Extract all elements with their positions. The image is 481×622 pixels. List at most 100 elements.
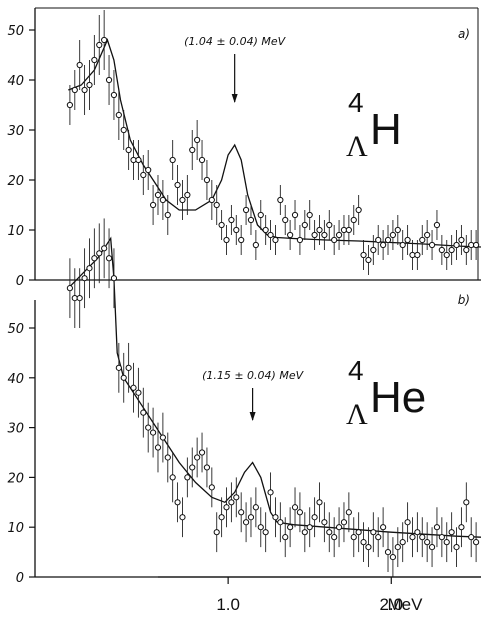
y-tick-label: 20 — [7, 471, 24, 486]
data-point — [179, 196, 186, 204]
data-point — [101, 36, 108, 44]
data-point — [321, 519, 328, 526]
data-point — [287, 524, 294, 531]
data-point — [252, 241, 259, 249]
data-point — [404, 236, 411, 244]
data-point — [399, 539, 406, 546]
data-point — [154, 191, 162, 199]
data-point — [419, 534, 426, 541]
data-point — [86, 265, 93, 272]
data-point — [218, 221, 225, 229]
data-point — [311, 514, 318, 521]
data-point — [91, 56, 98, 64]
data-point — [355, 529, 362, 536]
data-point — [350, 534, 357, 541]
data-point — [164, 211, 171, 219]
data-point — [296, 509, 304, 516]
energy-tick-label: 1.0 — [216, 595, 240, 614]
data-point — [331, 236, 338, 244]
data-point — [424, 539, 431, 546]
data-point — [145, 166, 152, 174]
data-point — [213, 201, 220, 209]
data-point — [203, 176, 211, 184]
data-point — [306, 524, 313, 531]
data-point — [208, 196, 215, 204]
data-point — [340, 519, 348, 526]
data-point — [218, 514, 225, 521]
data-point — [458, 524, 465, 531]
data-point — [213, 529, 220, 536]
data-point — [247, 514, 255, 521]
data-point — [154, 444, 162, 451]
data-point — [125, 146, 132, 154]
data-point — [380, 241, 387, 249]
data-point — [233, 494, 240, 501]
data-point — [365, 544, 372, 551]
panel-a: 0 10 20 30 40 50 (1.04 ± 0.04) MeV a) 4 Λ H — [7, 7, 481, 289]
data-point — [277, 196, 284, 204]
peak-arrow-head — [231, 94, 238, 103]
data-point — [96, 250, 103, 257]
data-point — [252, 504, 259, 511]
data-point — [159, 434, 166, 441]
data-point — [257, 211, 264, 219]
data-point — [306, 211, 313, 219]
data-point — [223, 504, 230, 511]
data-point — [277, 519, 284, 526]
data-point — [414, 251, 421, 259]
data-point — [394, 544, 401, 551]
data-point — [184, 191, 191, 199]
data-point — [81, 275, 88, 282]
data-point — [326, 529, 333, 536]
data-point — [394, 226, 401, 234]
y-tick-label: 10 — [7, 521, 24, 536]
nucleus-hyperon-subscript: Λ — [346, 130, 368, 163]
data-point — [380, 524, 387, 531]
panel-b: 0 10 20 30 40 50 (1.15 ± 0.04) MeV b) 4 Λ He — [7, 218, 481, 586]
data-point — [120, 374, 127, 381]
data-point — [71, 86, 78, 94]
y-tick-label: 50 — [7, 24, 24, 39]
data-point — [135, 389, 142, 396]
data-point — [428, 544, 436, 551]
data-point — [120, 126, 127, 134]
energy-tick-label: 2.0 — [379, 595, 403, 614]
y-tick-label: 20 — [7, 174, 24, 189]
data-point — [267, 489, 274, 496]
data-point — [159, 196, 166, 204]
data-point — [448, 246, 455, 254]
y-tick-label: 10 — [7, 224, 24, 239]
data-point — [169, 156, 176, 164]
y-tick-label: 50 — [7, 322, 24, 337]
data-point — [110, 91, 118, 99]
data-point — [360, 251, 367, 259]
data-point — [125, 364, 132, 371]
data-point — [233, 226, 240, 234]
data-point — [335, 231, 343, 239]
data-point — [463, 499, 470, 506]
data-point — [316, 499, 323, 506]
data-point — [311, 231, 318, 239]
data-point — [115, 364, 122, 371]
energy-unit-label: MeV — [388, 595, 424, 614]
data-point — [433, 221, 441, 229]
data-point — [282, 534, 289, 541]
data-point — [282, 216, 289, 224]
nucleus-symbol: H — [370, 105, 402, 154]
data-point — [291, 504, 299, 511]
data-point — [149, 201, 157, 209]
data-point — [443, 251, 450, 259]
data-point — [105, 255, 113, 262]
data-point — [414, 529, 421, 536]
data-point — [140, 171, 147, 179]
data-point — [86, 81, 93, 89]
data-point — [66, 101, 73, 109]
data-point — [91, 255, 98, 262]
data-point — [399, 241, 406, 249]
data-point — [76, 61, 83, 69]
data-point — [296, 236, 304, 244]
data-point — [384, 236, 392, 244]
data-point — [238, 236, 245, 244]
data-point — [145, 424, 152, 431]
